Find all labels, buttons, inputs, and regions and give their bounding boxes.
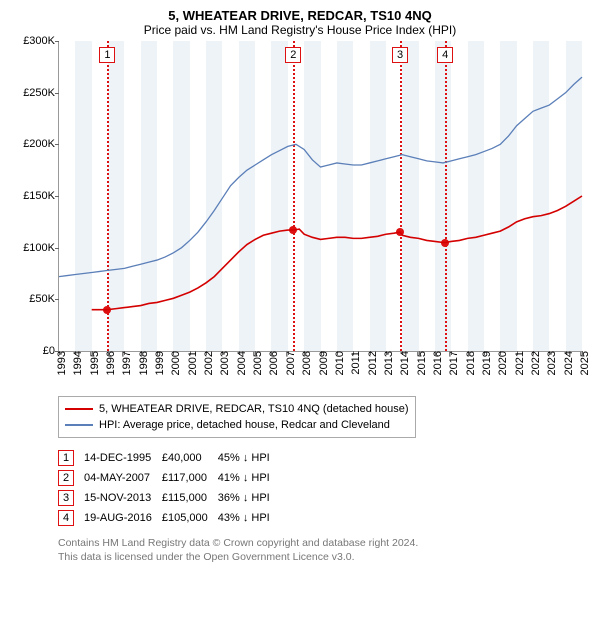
x-label: 2023 (546, 351, 558, 375)
x-label: 2001 (187, 351, 199, 375)
legend-swatch (65, 424, 93, 426)
x-label: 2004 (236, 351, 248, 375)
legend-row: HPI: Average price, detached house, Redc… (65, 417, 409, 433)
x-label: 2000 (170, 351, 182, 375)
page-subtitle: Price paid vs. HM Land Registry's House … (10, 23, 590, 37)
sale-price: £115,000 (162, 488, 218, 508)
x-label: 2003 (219, 351, 231, 375)
price-chart: £0£50K£100K£150K£200K£250K£300K199319941… (58, 41, 582, 352)
sale-index: 3 (58, 488, 84, 508)
table-row: 419-AUG-2016£105,00043% ↓ HPI (58, 508, 280, 528)
x-label: 2017 (448, 351, 460, 375)
sale-delta: 36% ↓ HPI (218, 488, 280, 508)
x-label: 1994 (72, 351, 84, 375)
x-label: 2021 (514, 351, 526, 375)
y-label: £100K (23, 242, 59, 254)
table-row: 204-MAY-2007£117,00041% ↓ HPI (58, 468, 280, 488)
sale-price: £105,000 (162, 508, 218, 528)
legend-swatch (65, 408, 93, 410)
series-property (92, 196, 582, 310)
sale-index: 4 (58, 508, 84, 528)
sale-price: £117,000 (162, 468, 218, 488)
y-label: £200K (23, 138, 59, 150)
sale-date: 19-AUG-2016 (84, 508, 162, 528)
x-label: 1997 (121, 351, 133, 375)
x-label: 2014 (399, 351, 411, 375)
sale-date: 15-NOV-2013 (84, 488, 162, 508)
sales-table: 114-DEC-1995£40,00045% ↓ HPI204-MAY-2007… (58, 448, 590, 528)
x-label: 2010 (334, 351, 346, 375)
table-row: 114-DEC-1995£40,00045% ↓ HPI (58, 448, 280, 468)
legend: 5, WHEATEAR DRIVE, REDCAR, TS10 4NQ (det… (58, 396, 416, 438)
y-label: £50K (29, 293, 59, 305)
x-label: 2015 (416, 351, 428, 375)
footer-text: Contains HM Land Registry data © Crown c… (58, 536, 590, 564)
legend-label: HPI: Average price, detached house, Redc… (99, 417, 390, 433)
series-svg (59, 41, 582, 351)
x-label: 2011 (350, 351, 362, 375)
x-label: 2002 (203, 351, 215, 375)
x-label: 2005 (252, 351, 264, 375)
series-hpi (59, 77, 582, 276)
x-label: 1998 (138, 351, 150, 375)
sale-delta: 45% ↓ HPI (218, 448, 280, 468)
x-label: 1993 (56, 351, 68, 375)
x-label: 2006 (268, 351, 280, 375)
x-label: 2013 (383, 351, 395, 375)
x-label: 2012 (367, 351, 379, 375)
table-row: 315-NOV-2013£115,00036% ↓ HPI (58, 488, 280, 508)
sale-date: 14-DEC-1995 (84, 448, 162, 468)
sale-price: £40,000 (162, 448, 218, 468)
x-label: 1999 (154, 351, 166, 375)
sale-delta: 43% ↓ HPI (218, 508, 280, 528)
x-label: 2024 (563, 351, 575, 375)
x-label: 2018 (465, 351, 477, 375)
sale-index: 1 (58, 448, 84, 468)
x-label: 2016 (432, 351, 444, 375)
x-label: 2020 (497, 351, 509, 375)
page-title: 5, WHEATEAR DRIVE, REDCAR, TS10 4NQ (10, 8, 590, 23)
footer-line: Contains HM Land Registry data © Crown c… (58, 536, 590, 550)
legend-label: 5, WHEATEAR DRIVE, REDCAR, TS10 4NQ (det… (99, 401, 409, 417)
x-label: 2007 (285, 351, 297, 375)
y-label: £250K (23, 87, 59, 99)
sale-delta: 41% ↓ HPI (218, 468, 280, 488)
footer-line: This data is licensed under the Open Gov… (58, 550, 590, 564)
sale-index: 2 (58, 468, 84, 488)
y-label: £300K (23, 35, 59, 47)
legend-row: 5, WHEATEAR DRIVE, REDCAR, TS10 4NQ (det… (65, 401, 409, 417)
x-label: 1995 (89, 351, 101, 375)
sale-date: 04-MAY-2007 (84, 468, 162, 488)
x-label: 2025 (579, 351, 591, 375)
x-label: 2009 (318, 351, 330, 375)
x-label: 2008 (301, 351, 313, 375)
x-label: 1996 (105, 351, 117, 375)
x-label: 2022 (530, 351, 542, 375)
x-label: 2019 (481, 351, 493, 375)
y-label: £150K (23, 190, 59, 202)
